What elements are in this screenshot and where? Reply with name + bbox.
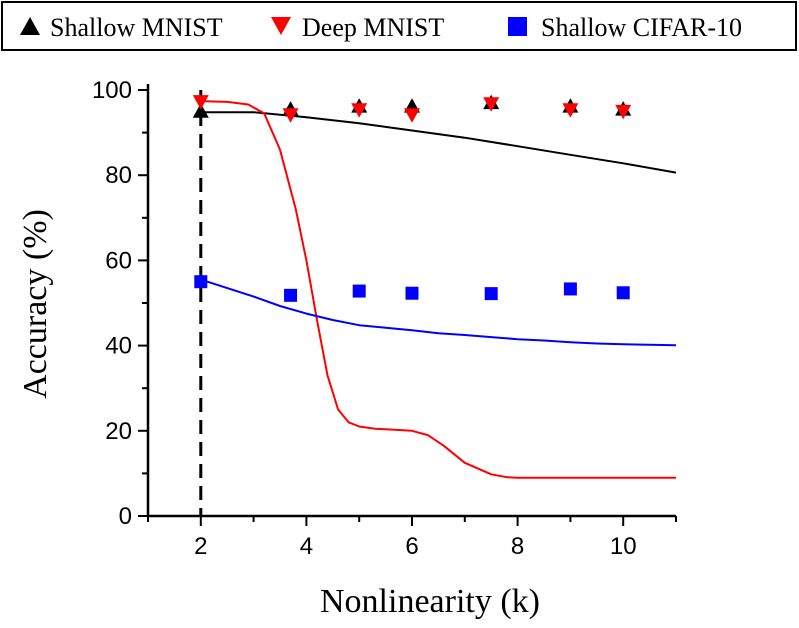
x-tick-label: 8 — [511, 533, 524, 560]
deep-mnist-point — [404, 108, 420, 123]
series-curves — [200, 100, 677, 479]
deep-mnist-point — [282, 108, 299, 123]
x-tick-label: 6 — [405, 533, 418, 560]
x-ticks: 2 4 6 8 10 — [147, 516, 677, 560]
deep-mnist-point — [562, 103, 579, 118]
shallow-cifar10-point — [284, 288, 298, 302]
legend-marker-shallow-mnist — [20, 17, 40, 35]
deep-mnist-point — [351, 103, 368, 118]
legend-box — [1, 1, 797, 51]
shallow-cifar10-point — [352, 284, 366, 298]
series-points — [192, 94, 632, 302]
shallow-cifar10-point — [194, 275, 208, 289]
y-tick-label: 60 — [105, 247, 132, 274]
y-tick-label: 80 — [105, 162, 132, 189]
shallow-cifar10-point — [563, 282, 577, 296]
y-axis-title: Accuracy (%) — [17, 209, 54, 399]
legend-label-shallow-mnist: Shallow MNIST — [50, 13, 223, 42]
shallow-cifar10-point — [616, 286, 630, 300]
axes: 2 4 6 8 10 0 20 40 60 80 100 — [92, 77, 677, 560]
legend-marker-deep-mnist — [271, 17, 291, 35]
y-tick-label: 40 — [105, 333, 132, 360]
x-tick-label: 4 — [300, 533, 313, 560]
deep-mnist-point — [615, 104, 632, 120]
shallow-cifar10-curve — [200, 278, 677, 347]
shallow-cifar10-point — [484, 287, 498, 301]
y-tick-label: 100 — [92, 77, 132, 104]
shallow-mnist-point — [192, 103, 209, 118]
deep-mnist-point — [483, 97, 500, 112]
shallow-mnist-curve — [200, 111, 677, 174]
y-tick-label: 0 — [119, 503, 132, 530]
legend-label-shallow-cifar10: Shallow CIFAR-10 — [541, 13, 742, 42]
deep-mnist-curve — [200, 100, 676, 479]
x-tick-label: 10 — [610, 533, 637, 560]
legend-marker-shallow-cifar10 — [508, 17, 527, 36]
shallow-cifar10-point — [405, 286, 419, 300]
x-axis-title: Nonlinearity (k) — [320, 583, 540, 620]
legend-label-deep-mnist: Deep MNIST — [302, 13, 444, 42]
x-tick-label: 2 — [194, 533, 207, 560]
deep-mnist-point — [192, 95, 209, 110]
y-ticks: 0 20 40 60 80 100 — [92, 77, 148, 530]
y-tick-label: 20 — [105, 418, 132, 445]
legend: Shallow MNIST Deep MNIST Shallow CIFAR-1… — [1, 1, 797, 51]
